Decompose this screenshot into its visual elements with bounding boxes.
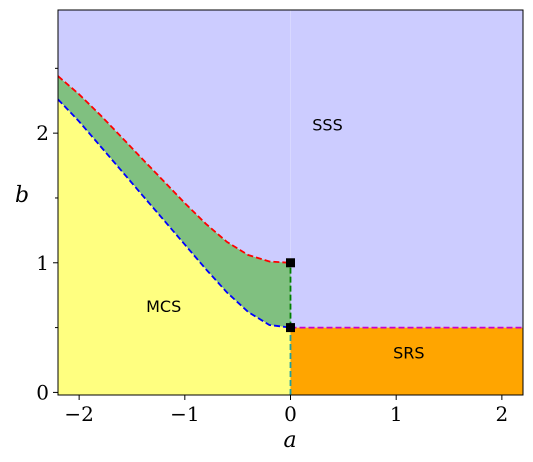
upper-boundary-curve [58,75,291,264]
y-tick-label: 0 [36,380,49,404]
region-label-srs: SRS [393,344,424,363]
region-coexistence [58,76,291,328]
critical-point-marker [286,258,295,268]
region-mcs [58,99,291,395]
critical-point-marker [286,323,295,333]
x-axis-label: a [283,428,296,453]
x-tick-label: 1 [390,402,403,426]
y-axis-label: b [15,183,29,208]
region-label-mcs: MCS [146,297,181,316]
y-tick-label: 1 [36,251,49,275]
x-tick-label: −1 [170,402,199,426]
x-tick-label: −2 [64,402,93,426]
x-tick-label: 0 [284,402,297,426]
region-srs [290,327,523,395]
lower-boundary-curve [58,98,291,329]
y-tick-label: 2 [36,121,49,145]
region-label-sss: SSS [312,116,342,135]
x-tick-label: 2 [495,402,508,426]
